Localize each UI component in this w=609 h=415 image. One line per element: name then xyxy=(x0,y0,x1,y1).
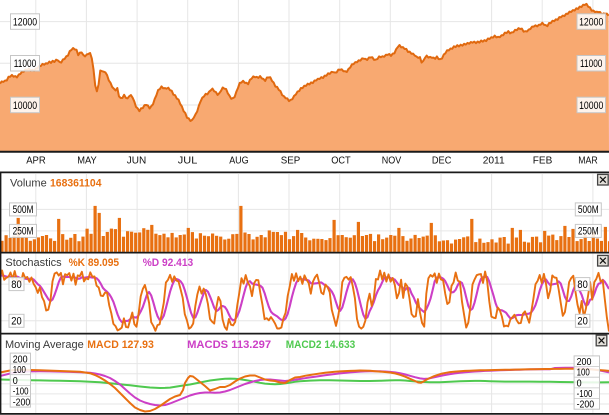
svg-text:80: 80 xyxy=(11,279,21,291)
svg-text:10000: 10000 xyxy=(579,100,603,112)
svg-text:JUN: JUN xyxy=(127,155,147,166)
svg-text:FEB: FEB xyxy=(533,155,553,166)
svg-text:%D 92.413: %D 92.413 xyxy=(143,257,194,269)
svg-text:-100: -100 xyxy=(577,389,593,400)
svg-text:20: 20 xyxy=(577,316,587,328)
svg-text:Volume: Volume xyxy=(10,178,47,190)
svg-text:168361104: 168361104 xyxy=(50,178,102,190)
svg-text:100: 100 xyxy=(13,365,26,376)
svg-text:20: 20 xyxy=(11,316,21,328)
svg-text:250M: 250M xyxy=(13,226,34,238)
svg-text:MACDS 113.297: MACDS 113.297 xyxy=(187,339,271,351)
svg-text:12000: 12000 xyxy=(579,16,603,28)
svg-text:500M: 500M xyxy=(13,204,34,216)
svg-text:500M: 500M xyxy=(578,204,599,216)
svg-text:APR: APR xyxy=(26,155,46,166)
svg-text:%K 89.095: %K 89.095 xyxy=(69,257,120,269)
svg-text:0: 0 xyxy=(577,378,582,389)
svg-text:200: 200 xyxy=(13,354,28,365)
svg-text:SEP: SEP xyxy=(281,155,301,166)
svg-text:11000: 11000 xyxy=(580,58,602,70)
svg-text:-100: -100 xyxy=(13,387,29,398)
svg-text:JUL: JUL xyxy=(178,155,198,166)
svg-text:-200: -200 xyxy=(13,398,31,409)
svg-text:2011: 2011 xyxy=(483,155,505,166)
svg-text:12000: 12000 xyxy=(13,16,37,28)
svg-text:200: 200 xyxy=(577,357,592,368)
svg-text:0: 0 xyxy=(13,376,18,387)
svg-text:Moving Average: Moving Average xyxy=(5,339,84,351)
svg-text:MAY: MAY xyxy=(77,155,97,166)
svg-text:-200: -200 xyxy=(577,400,595,411)
svg-text:NOV: NOV xyxy=(382,155,402,166)
svg-text:MACD 127.93: MACD 127.93 xyxy=(87,339,154,351)
svg-text:250M: 250M xyxy=(578,226,599,238)
svg-text:10000: 10000 xyxy=(13,100,37,112)
svg-text:MACD2 14.633: MACD2 14.633 xyxy=(286,339,356,351)
svg-text:OCT: OCT xyxy=(331,155,351,166)
svg-text:DEC: DEC xyxy=(432,155,452,166)
svg-text:100: 100 xyxy=(577,368,590,379)
svg-text:MAR: MAR xyxy=(578,155,598,166)
svg-text:80: 80 xyxy=(577,279,587,291)
svg-text:11000: 11000 xyxy=(14,58,36,70)
svg-text:AUG: AUG xyxy=(229,155,249,166)
svg-text:Stochastics: Stochastics xyxy=(5,257,62,269)
